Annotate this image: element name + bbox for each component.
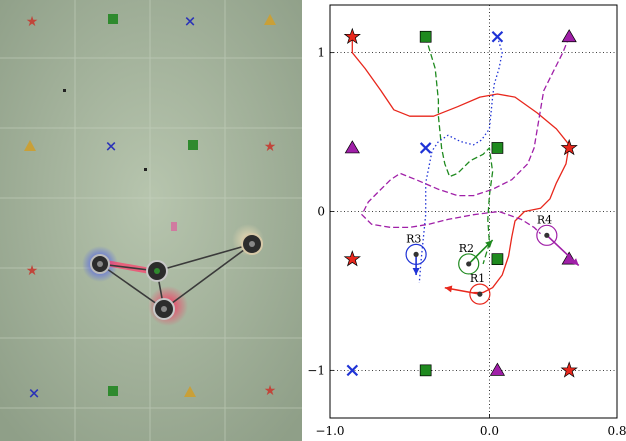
y-tick-label: −1 xyxy=(307,363,325,377)
debris-dot xyxy=(144,168,147,171)
floor-grid xyxy=(0,0,302,441)
robot-center-dot xyxy=(477,291,483,297)
robot-label: R1 xyxy=(470,272,485,285)
robot-center-dot xyxy=(466,261,472,267)
trajectory-series-3 xyxy=(418,36,503,284)
cross-marker: × xyxy=(105,137,118,155)
square-marker xyxy=(419,364,432,377)
triangle-marker xyxy=(561,29,577,43)
square-marker xyxy=(108,14,118,24)
square-marker xyxy=(491,142,504,154)
robot-left xyxy=(90,254,110,274)
floor-markers: ★ × × ★ ★ × ★ xyxy=(24,12,276,402)
robot-positions: R1 R2 R3 R4 xyxy=(405,213,580,305)
cross-marker xyxy=(491,30,504,43)
robot-heading-arrow xyxy=(485,240,493,248)
square-marker xyxy=(188,140,198,150)
robot-circle xyxy=(458,253,480,275)
star-marker xyxy=(343,27,361,45)
robot-bottom xyxy=(153,298,175,320)
triangle-marker xyxy=(344,140,360,154)
robot-heading-arrow xyxy=(412,268,420,276)
trajectory-series-2 xyxy=(425,36,494,265)
robot-center-dot xyxy=(413,251,419,257)
trajectory-plot: R1 R2 R3 R4 −1 0 1 −1.0 0.0 0.8 xyxy=(307,4,626,438)
triangle-marker xyxy=(561,251,577,265)
square-marker xyxy=(108,386,118,396)
goal-markers xyxy=(343,27,578,378)
square-marker xyxy=(491,253,504,266)
trajectory-series-4 xyxy=(361,36,570,235)
robot-label: R3 xyxy=(406,232,421,245)
robot-circle xyxy=(536,224,558,246)
star-marker: ★ xyxy=(26,263,39,279)
triangle-marker xyxy=(489,362,506,376)
robot-trajectories xyxy=(351,36,570,294)
x-tick-label: −1.0 xyxy=(315,424,344,438)
star-marker: ★ xyxy=(26,14,39,30)
cross-marker: × xyxy=(184,12,197,30)
x-tick-label: 0.8 xyxy=(607,424,626,438)
axis-ticks: −1 0 1 −1.0 0.0 0.8 xyxy=(307,46,626,438)
trajectory-series-1 xyxy=(351,36,570,294)
y-tick-label: 0 xyxy=(317,205,325,219)
star-marker xyxy=(560,361,578,378)
robot-heading xyxy=(546,234,580,267)
star-marker: ★ xyxy=(264,383,277,399)
triangle-marker xyxy=(264,14,276,25)
zero-gridlines xyxy=(330,5,617,418)
robot-arena-photo: ★ × × ★ ★ × ★ xyxy=(0,0,302,441)
robot-label: R2 xyxy=(459,242,474,255)
star-marker xyxy=(560,138,578,156)
cross-marker xyxy=(346,364,359,377)
debris-dot xyxy=(63,89,66,92)
star-marker xyxy=(343,250,361,267)
square-marker xyxy=(419,30,432,43)
robot-label: R4 xyxy=(537,213,552,226)
robot-center-dot xyxy=(544,232,550,238)
arena-floor xyxy=(0,0,302,441)
robot-right xyxy=(241,233,263,255)
x-tick-label: 0.0 xyxy=(480,424,499,438)
robot-heading-arrow xyxy=(444,285,453,293)
cross-marker: × xyxy=(28,384,41,402)
pink-tag xyxy=(171,222,177,231)
y-tick-label: 1 xyxy=(317,46,325,60)
robot-heading-arrow xyxy=(571,258,579,266)
star-marker: ★ xyxy=(264,139,277,155)
robot-circle xyxy=(469,283,491,305)
triangle-marker xyxy=(24,140,36,151)
triangle-marker xyxy=(184,386,196,397)
cross-marker xyxy=(419,142,432,154)
robot-center xyxy=(146,260,168,282)
